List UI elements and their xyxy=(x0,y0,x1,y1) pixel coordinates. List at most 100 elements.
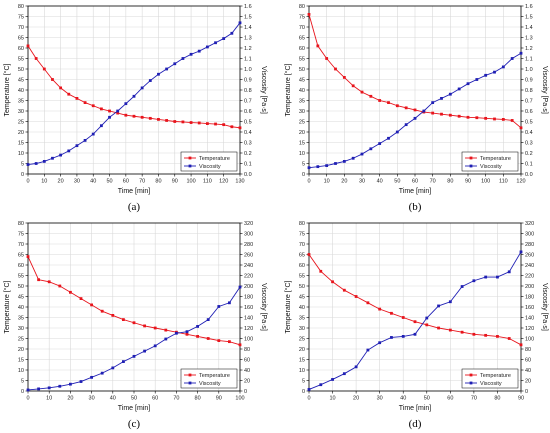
x-tick-label: 30 xyxy=(377,396,383,402)
data-point-viscosity xyxy=(222,37,226,40)
y-right-axis-label: Viscosity [Pa·s] xyxy=(541,66,548,114)
data-point-temperature xyxy=(47,280,51,284)
data-point-viscosity xyxy=(197,49,201,53)
y-right-tick-label: 240 xyxy=(525,263,534,269)
x-tick-label: 100 xyxy=(481,179,490,185)
y-left-tick-label: 20 xyxy=(18,347,24,353)
y-left-tick-label: 55 xyxy=(299,274,305,280)
x-tick-label: 90 xyxy=(172,179,178,185)
y-left-tick-label: 5 xyxy=(302,162,305,168)
data-point-temperature xyxy=(217,339,221,342)
data-point-viscosity xyxy=(331,378,334,381)
data-point-viscosity xyxy=(475,78,479,81)
data-point-temperature xyxy=(124,113,128,117)
data-point-viscosity xyxy=(99,124,103,128)
x-tick-label: 30 xyxy=(74,179,80,185)
legend-swatch-marker xyxy=(188,156,192,160)
panel-label: (c) xyxy=(128,418,141,430)
data-point-viscosity xyxy=(230,31,234,35)
data-point-viscosity xyxy=(206,318,210,321)
data-point-temperature xyxy=(238,126,242,130)
x-tick-label: 110 xyxy=(203,179,212,185)
data-point-viscosity xyxy=(501,65,505,69)
x-tick-label: 10 xyxy=(324,179,330,185)
y-left-tick-label: 10 xyxy=(299,368,305,374)
x-tick-label: 110 xyxy=(499,179,508,185)
x-axis-label: Time [min] xyxy=(399,405,431,412)
y-left-tick-label: 40 xyxy=(299,88,305,94)
y-right-tick-label: 300 xyxy=(525,232,534,238)
data-point-temperature xyxy=(99,107,103,111)
y-right-tick-label: 100 xyxy=(525,337,534,343)
data-point-viscosity xyxy=(59,153,63,157)
y-right-tick-label: 1.5 xyxy=(525,15,533,21)
data-point-viscosity xyxy=(47,386,51,390)
data-point-viscosity xyxy=(83,139,87,142)
data-point-temperature xyxy=(351,84,355,88)
x-tick-label: 20 xyxy=(341,179,347,185)
data-point-viscosity xyxy=(484,73,488,77)
x-tick-label: 20 xyxy=(353,396,359,402)
x-tick-label: 70 xyxy=(173,396,179,402)
x-tick-label: 70 xyxy=(139,179,145,185)
data-point-temperature xyxy=(395,104,399,108)
y-left-tick-label: 75 xyxy=(18,232,24,238)
data-point-temperature xyxy=(413,108,417,112)
y-left-tick-label: 10 xyxy=(18,368,24,374)
y-right-tick-label: 0.9 xyxy=(525,78,533,84)
data-point-temperature xyxy=(26,255,30,258)
legend-swatch-marker xyxy=(188,164,192,168)
y-left-tick-label: 55 xyxy=(18,57,24,63)
data-point-viscosity xyxy=(26,163,30,166)
chart-panel-2: 0 10 20 30 40 50 60 70 80 90 100 110 120 0 5 10 15 20 25 30… xyxy=(284,4,548,213)
y-left-axis-label: Temperature [°C] xyxy=(284,63,292,116)
y-right-tick-label: 260 xyxy=(525,253,534,259)
y-left-tick-label: 65 xyxy=(18,36,24,42)
x-tick-label: 80 xyxy=(155,179,161,185)
data-point-temperature xyxy=(519,126,523,130)
data-point-temperature xyxy=(90,303,93,307)
data-point-temperature xyxy=(173,120,177,123)
y-left-tick-label: 80 xyxy=(18,221,24,227)
y-right-tick-label: 320 xyxy=(244,221,253,227)
legend-swatch-marker xyxy=(469,381,473,385)
data-point-temperature xyxy=(157,118,160,121)
y-right-tick-label: 1.0 xyxy=(244,67,252,73)
data-point-viscosity xyxy=(484,275,488,279)
data-point-viscosity xyxy=(307,166,311,170)
y-right-tick-label: 40 xyxy=(525,368,531,374)
data-point-temperature xyxy=(431,111,435,115)
data-point-temperature xyxy=(197,121,201,125)
data-point-viscosity xyxy=(69,382,72,386)
x-tick-label: 50 xyxy=(394,179,400,185)
data-point-viscosity xyxy=(319,383,323,387)
data-point-viscosity xyxy=(378,142,382,145)
data-point-temperature xyxy=(132,114,136,118)
data-point-temperature xyxy=(148,116,152,120)
x-tick-label: 80 xyxy=(494,396,500,402)
y-right-tick-label: 200 xyxy=(244,284,253,290)
x-tick-label: 60 xyxy=(412,179,418,185)
data-point-temperature xyxy=(378,307,382,311)
y-right-tick-label: 0.0 xyxy=(244,172,252,178)
x-tick-label: 120 xyxy=(516,179,525,185)
data-point-viscosity xyxy=(90,375,93,379)
legend-swatch-marker xyxy=(469,373,473,377)
data-point-viscosity xyxy=(153,344,157,348)
data-point-viscosity xyxy=(75,144,79,148)
y-left-tick-label: 25 xyxy=(18,120,24,126)
y-left-tick-label: 15 xyxy=(299,141,305,147)
data-point-viscosity xyxy=(366,348,370,352)
data-point-viscosity xyxy=(196,325,199,328)
x-tick-label: 40 xyxy=(377,179,383,185)
data-point-temperature xyxy=(69,290,72,294)
data-point-temperature xyxy=(331,280,334,284)
y-right-tick-label: 20 xyxy=(525,379,531,385)
data-point-viscosity xyxy=(132,94,136,98)
data-point-temperature xyxy=(460,330,464,334)
y-left-tick-label: 55 xyxy=(18,274,24,280)
y-left-tick-label: 25 xyxy=(299,337,305,343)
y-left-tick-label: 50 xyxy=(18,67,24,73)
data-point-viscosity xyxy=(316,165,320,169)
